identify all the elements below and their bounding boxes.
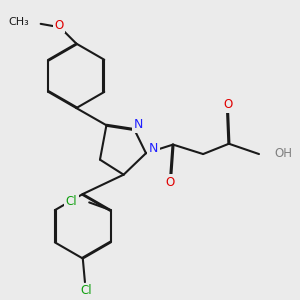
Text: O: O: [165, 176, 175, 189]
Text: CH₃: CH₃: [8, 17, 29, 27]
Text: N: N: [134, 118, 143, 131]
Text: O: O: [224, 98, 233, 111]
Text: Cl: Cl: [66, 195, 77, 208]
Text: Cl: Cl: [80, 284, 92, 297]
Text: O: O: [55, 19, 64, 32]
Text: OH: OH: [274, 147, 292, 160]
Text: N: N: [149, 142, 158, 155]
